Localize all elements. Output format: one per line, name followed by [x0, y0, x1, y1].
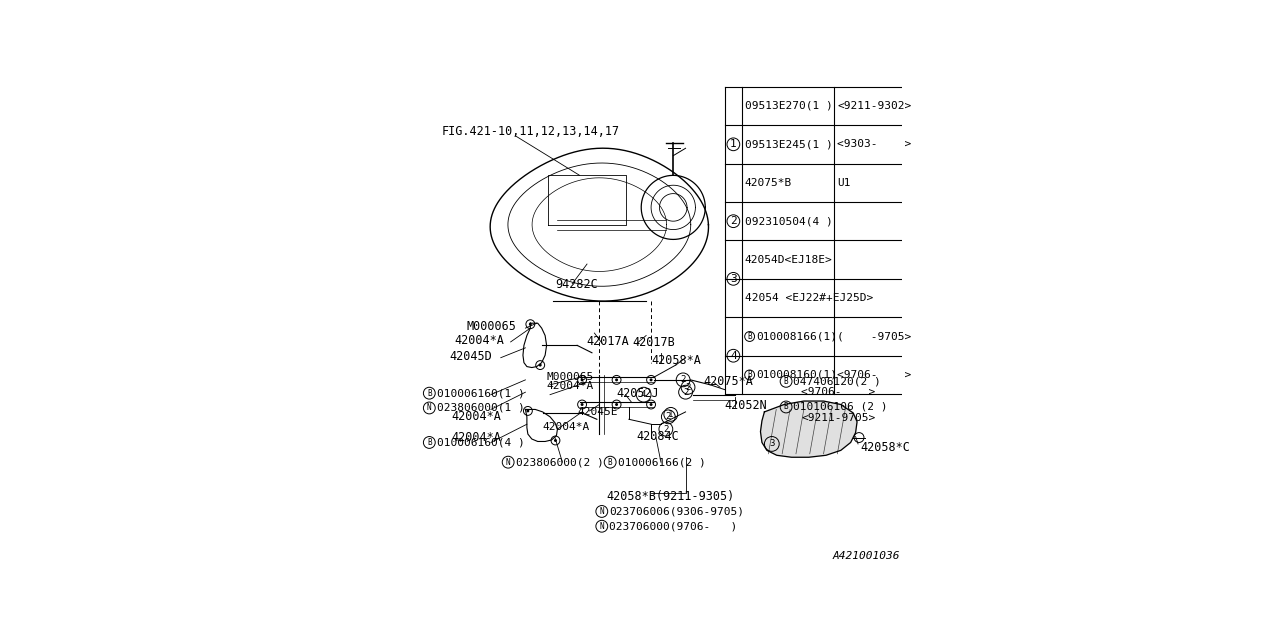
Text: (    -9705>: ( -9705>: [837, 332, 911, 342]
Text: B: B: [748, 332, 751, 341]
Text: 2: 2: [681, 376, 686, 385]
Circle shape: [539, 364, 541, 367]
Text: A421001036: A421001036: [832, 551, 900, 561]
Text: 42017B: 42017B: [632, 337, 675, 349]
Text: 42052J: 42052J: [617, 387, 659, 399]
Text: 2: 2: [685, 383, 691, 392]
Text: 42017A: 42017A: [586, 335, 628, 348]
Text: 42004*A: 42004*A: [454, 335, 504, 348]
Text: 42084C: 42084C: [636, 430, 678, 443]
Text: 010006160(1 ): 010006160(1 ): [436, 388, 525, 398]
Circle shape: [649, 403, 653, 406]
Text: FIG.421-10,11,12,13,14,17: FIG.421-10,11,12,13,14,17: [442, 125, 620, 138]
Text: U1: U1: [837, 178, 851, 188]
Text: 1: 1: [668, 410, 673, 419]
Circle shape: [616, 378, 618, 381]
Text: 4: 4: [730, 351, 737, 361]
Text: 3: 3: [730, 274, 737, 284]
Text: 010006160(4 ): 010006160(4 ): [436, 438, 525, 447]
Text: 023706000(9706-   ): 023706000(9706- ): [609, 521, 737, 531]
Text: B: B: [428, 438, 431, 447]
Polygon shape: [760, 401, 858, 457]
Text: <9706-    >: <9706- >: [801, 387, 876, 397]
Text: 4: 4: [641, 390, 646, 399]
Text: 42058*B(9211-9305): 42058*B(9211-9305): [607, 490, 735, 503]
Text: 42004*A: 42004*A: [547, 381, 594, 391]
Text: 010106106 (2 ): 010106106 (2 ): [794, 402, 888, 412]
Circle shape: [649, 378, 653, 381]
Text: 2: 2: [666, 412, 671, 421]
Text: 42045E: 42045E: [577, 407, 618, 417]
Text: B: B: [783, 377, 788, 386]
Circle shape: [581, 378, 584, 381]
Text: N: N: [599, 507, 604, 516]
Text: N: N: [428, 403, 431, 412]
Text: 09513E270(1 ): 09513E270(1 ): [745, 101, 832, 111]
Text: N: N: [506, 458, 511, 467]
Text: <9303-    >: <9303- >: [837, 140, 911, 149]
Text: 42075*A: 42075*A: [704, 375, 754, 388]
Text: 1: 1: [730, 140, 737, 149]
Text: 2: 2: [684, 388, 689, 397]
Text: 010008160(1): 010008160(1): [756, 370, 837, 380]
Text: B: B: [748, 371, 751, 380]
Text: 023806000(2 ): 023806000(2 ): [516, 457, 603, 467]
Text: 2: 2: [730, 216, 737, 226]
Text: 42045D: 42045D: [449, 350, 492, 364]
Circle shape: [616, 403, 618, 406]
Text: B: B: [608, 458, 613, 467]
Text: 42058*C: 42058*C: [860, 441, 910, 454]
Text: <9211-9705>: <9211-9705>: [801, 413, 876, 423]
Text: 94282C: 94282C: [556, 278, 598, 291]
Text: M000065: M000065: [547, 372, 594, 383]
Text: M000065: M000065: [466, 320, 516, 333]
Text: 42058*A: 42058*A: [652, 354, 701, 367]
Text: 42004*A: 42004*A: [452, 410, 502, 423]
Text: 42004*A: 42004*A: [543, 422, 590, 432]
Text: 3: 3: [769, 440, 774, 449]
Circle shape: [554, 439, 557, 442]
Text: 023706006(9306-9705): 023706006(9306-9705): [609, 506, 744, 516]
Text: 42054D<EJ18E>: 42054D<EJ18E>: [745, 255, 832, 264]
Text: <9706-    >: <9706- >: [837, 370, 911, 380]
Text: 09513E245(1 ): 09513E245(1 ): [745, 140, 832, 149]
Text: N: N: [599, 522, 604, 531]
Text: 047406120(2 ): 047406120(2 ): [794, 376, 881, 387]
Text: 010008166(1): 010008166(1): [756, 332, 837, 342]
Text: 42052N: 42052N: [724, 399, 767, 413]
Text: 42075*B: 42075*B: [745, 178, 792, 188]
Text: 2: 2: [663, 425, 668, 434]
Text: 092310504(4 ): 092310504(4 ): [745, 216, 832, 226]
Circle shape: [526, 410, 530, 412]
Text: 42004*A: 42004*A: [452, 431, 502, 444]
Text: 010006166(2 ): 010006166(2 ): [617, 457, 705, 467]
Text: 023806000(1 ): 023806000(1 ): [436, 403, 525, 413]
Circle shape: [529, 323, 531, 326]
Circle shape: [581, 403, 584, 406]
Text: 42054 <EJ22#+EJ25D>: 42054 <EJ22#+EJ25D>: [745, 293, 873, 303]
Text: <9211-9302>: <9211-9302>: [837, 101, 911, 111]
Text: B: B: [428, 388, 431, 397]
Text: B: B: [783, 403, 788, 412]
